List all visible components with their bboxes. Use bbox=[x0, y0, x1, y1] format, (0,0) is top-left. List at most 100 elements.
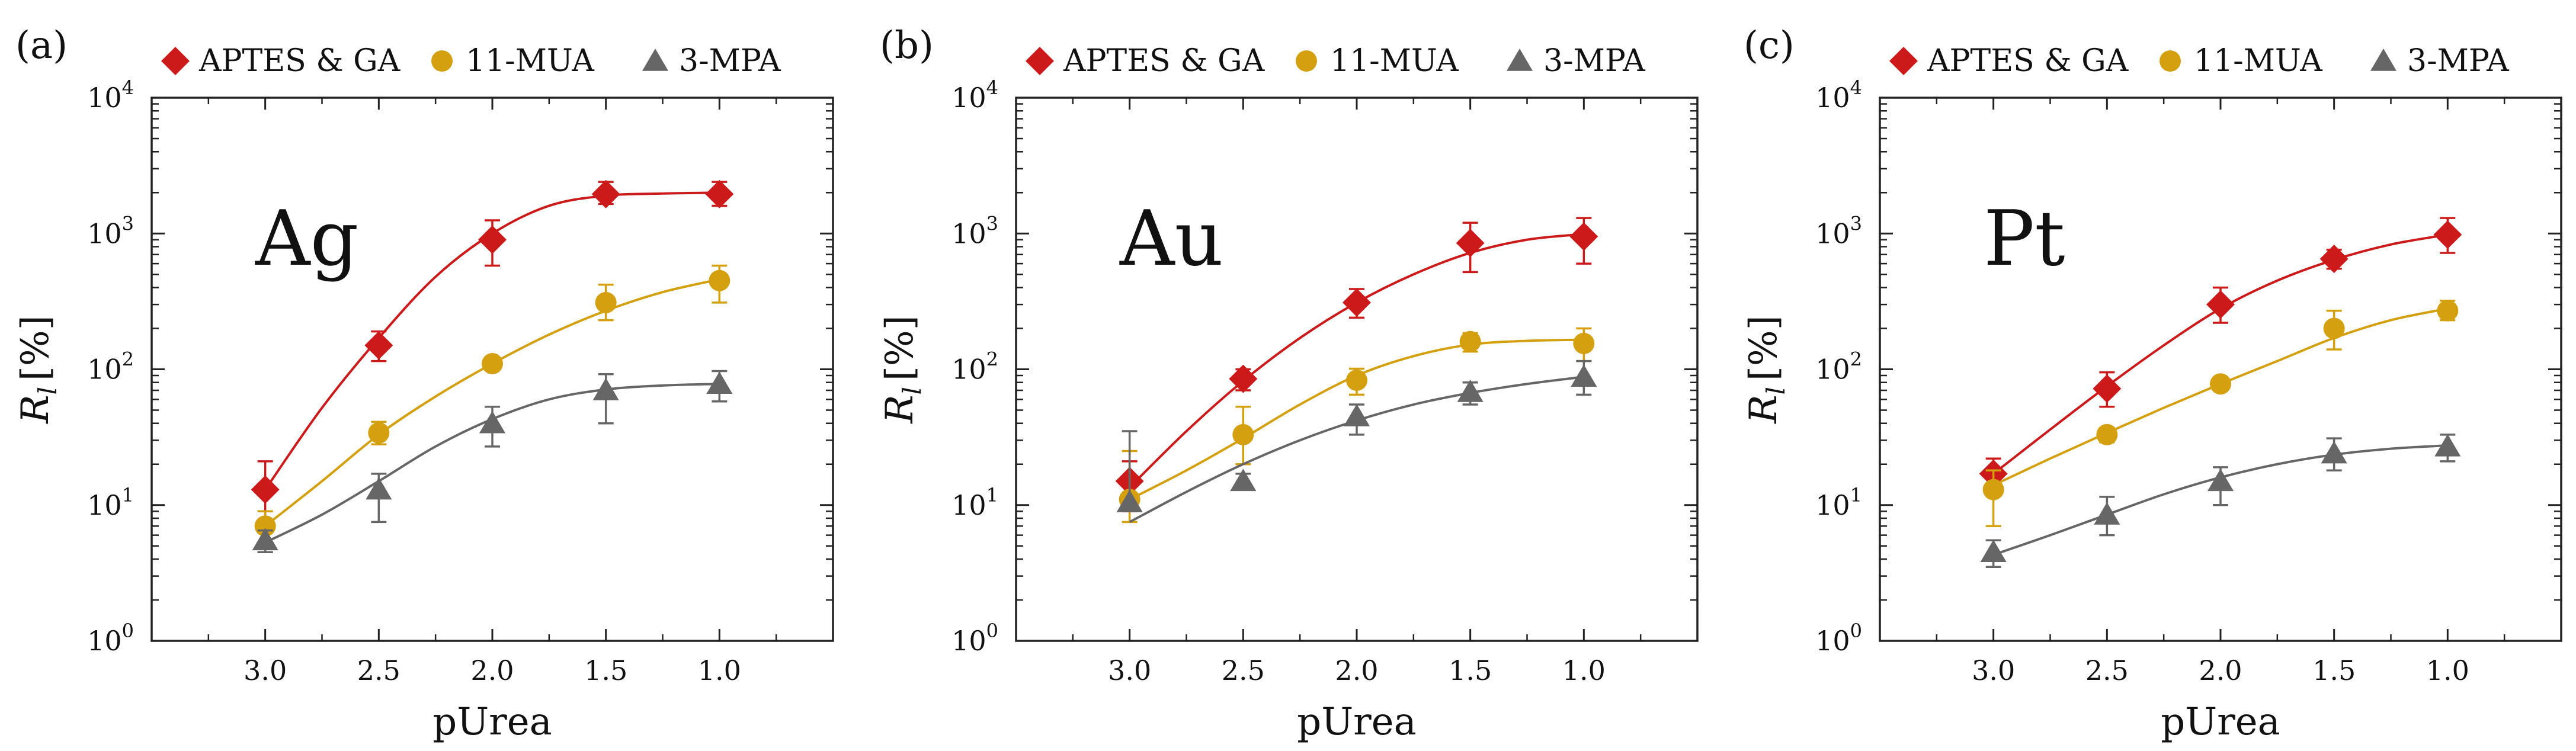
y-label-unit: [%] bbox=[878, 315, 922, 381]
y-tick-base: 10 bbox=[87, 354, 122, 386]
y-tick-base: 10 bbox=[951, 489, 986, 521]
y-label-symbol: R bbox=[14, 395, 57, 424]
data-point bbox=[366, 477, 392, 500]
data-point bbox=[591, 179, 620, 208]
fit-curve bbox=[264, 278, 720, 527]
x-tick-label: 3.0 bbox=[1972, 654, 2015, 686]
y-tick-exponent: 4 bbox=[1850, 76, 1862, 99]
y-tick-base: 10 bbox=[1815, 217, 1850, 249]
legend-marker bbox=[2370, 49, 2397, 71]
data-point bbox=[478, 225, 507, 254]
series-aptes-ga bbox=[1115, 217, 1598, 512]
data-point bbox=[2096, 423, 2118, 445]
legend-marker bbox=[161, 47, 190, 75]
y-tick-exponent: 3 bbox=[986, 212, 998, 235]
data-point bbox=[1343, 404, 1370, 426]
y-label-unit: [%] bbox=[14, 315, 57, 381]
y-tick-base: 10 bbox=[1815, 625, 1850, 657]
y-label-symbol: R bbox=[1742, 395, 1786, 424]
y-tick-exponent: 1 bbox=[1850, 484, 1862, 506]
legend-marker bbox=[1296, 50, 1317, 72]
panel-letter: (b) bbox=[880, 24, 934, 68]
data-point bbox=[2433, 220, 2462, 249]
data-point bbox=[2207, 468, 2234, 492]
y-label-subscript: l bbox=[1761, 387, 1790, 394]
x-axis-label: pUrea bbox=[2161, 700, 2280, 744]
data-point bbox=[1980, 540, 2007, 563]
y-tick-label: 100 bbox=[87, 620, 134, 657]
y-tick-label: 102 bbox=[951, 348, 998, 386]
y-tick-label: 104 bbox=[87, 76, 134, 114]
metal-label: Pt bbox=[1984, 195, 2065, 283]
metal-label: Au bbox=[1119, 195, 1223, 283]
fit-curve bbox=[264, 191, 720, 490]
y-label-unit: [%] bbox=[1742, 315, 1786, 381]
data-point bbox=[1456, 229, 1485, 258]
legend-marker bbox=[1506, 49, 1533, 71]
data-point bbox=[595, 291, 617, 313]
legend-marker bbox=[2160, 50, 2181, 72]
legend-marker bbox=[1026, 47, 1054, 75]
fit-curve bbox=[1992, 307, 2448, 487]
data-point bbox=[709, 269, 730, 291]
y-label-subscript: l bbox=[898, 387, 927, 394]
data-point bbox=[1343, 288, 1371, 317]
y-tick-label: 103 bbox=[87, 212, 134, 249]
y-tick-exponent: 3 bbox=[122, 212, 134, 235]
series-3-mpa bbox=[252, 370, 733, 554]
data-point bbox=[1229, 364, 1258, 393]
data-point bbox=[368, 422, 390, 444]
y-tick-exponent: 2 bbox=[1850, 348, 1862, 371]
y-tick-label: 104 bbox=[951, 76, 998, 114]
y-tick-base: 10 bbox=[1815, 354, 1850, 386]
x-tick-label: 1.0 bbox=[1562, 654, 1606, 686]
y-tick-base: 10 bbox=[951, 82, 986, 114]
series-aptes-ga bbox=[251, 179, 734, 554]
data-point bbox=[364, 331, 393, 360]
legend-marker bbox=[431, 50, 453, 72]
data-point bbox=[2206, 290, 2235, 319]
y-axis-label: Rl [%] bbox=[878, 315, 927, 423]
y-tick-base: 10 bbox=[951, 217, 986, 249]
panel-letter: (c) bbox=[1744, 24, 1795, 68]
y-axis-label: Rl [%] bbox=[14, 315, 62, 423]
x-tick-label: 2.0 bbox=[2199, 654, 2242, 686]
data-point bbox=[482, 353, 503, 375]
series-11-mua bbox=[1119, 327, 1595, 524]
x-tick-label: 1.0 bbox=[2426, 654, 2469, 686]
legend-label: 11-MUA bbox=[1330, 43, 1459, 79]
data-point bbox=[1230, 468, 1257, 492]
series-11-mua bbox=[1982, 299, 2459, 528]
y-tick-label: 102 bbox=[87, 348, 134, 386]
x-tick-label: 2.0 bbox=[470, 654, 514, 686]
metal-label: Ag bbox=[255, 195, 358, 283]
y-tick-exponent: 1 bbox=[122, 484, 134, 506]
y-tick-exponent: 4 bbox=[122, 76, 134, 99]
data-point bbox=[1457, 379, 1484, 402]
y-tick-exponent: 0 bbox=[986, 620, 998, 642]
x-tick-label: 1.0 bbox=[698, 654, 741, 686]
legend-label: APTES & GA bbox=[1927, 43, 2129, 79]
x-tick-label: 2.5 bbox=[1222, 654, 1265, 686]
y-tick-label: 102 bbox=[1815, 348, 1862, 386]
y-tick-label: 100 bbox=[1815, 620, 1862, 657]
legend-label: 3-MPA bbox=[1543, 43, 1646, 79]
y-tick-exponent: 2 bbox=[986, 348, 998, 371]
y-tick-exponent: 2 bbox=[122, 348, 134, 371]
legend-label: 11-MUA bbox=[466, 43, 595, 79]
legend-label: APTES & GA bbox=[198, 43, 401, 79]
x-tick-label: 3.0 bbox=[1108, 654, 1151, 686]
legend-label: 3-MPA bbox=[2407, 43, 2510, 79]
y-tick-label: 104 bbox=[1815, 76, 1862, 114]
fit-curve bbox=[1129, 376, 1584, 524]
y-label-subscript: l bbox=[33, 387, 62, 394]
legend-marker bbox=[642, 49, 669, 71]
y-tick-exponent: 4 bbox=[986, 76, 998, 99]
data-point bbox=[2210, 373, 2231, 395]
series-3-mpa bbox=[1980, 434, 2461, 569]
data-point bbox=[2094, 502, 2120, 525]
data-point bbox=[1346, 370, 1367, 391]
data-point bbox=[251, 475, 280, 504]
